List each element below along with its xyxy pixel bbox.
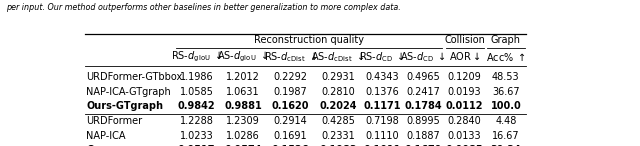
Text: 1.2309: 1.2309 bbox=[227, 116, 260, 126]
Text: 1.0585: 1.0585 bbox=[180, 87, 214, 97]
Text: Ours-GTgraph: Ours-GTgraph bbox=[86, 101, 163, 111]
Text: 16.67: 16.67 bbox=[492, 131, 520, 141]
Text: 0.2292: 0.2292 bbox=[273, 72, 307, 82]
Text: 0.1110: 0.1110 bbox=[365, 131, 399, 141]
Text: 0.1620: 0.1620 bbox=[271, 101, 309, 111]
Text: Collision: Collision bbox=[444, 35, 485, 45]
Text: AS-$d_\mathrm{gIoU}$ $\downarrow$: AS-$d_\mathrm{gIoU}$ $\downarrow$ bbox=[218, 50, 269, 64]
Text: 0.0112: 0.0112 bbox=[446, 101, 483, 111]
Text: 0.2024: 0.2024 bbox=[319, 101, 356, 111]
Text: 1.0631: 1.0631 bbox=[227, 87, 260, 97]
Text: 48.53: 48.53 bbox=[492, 72, 520, 82]
Text: 0.1679: 0.1679 bbox=[404, 145, 442, 146]
Text: 0.1376: 0.1376 bbox=[365, 87, 399, 97]
Text: URDFormer-GTbbox: URDFormer-GTbbox bbox=[86, 72, 182, 82]
Text: 0.7198: 0.7198 bbox=[365, 116, 399, 126]
Text: 0.1887: 0.1887 bbox=[406, 131, 440, 141]
Text: Acc% $\uparrow$: Acc% $\uparrow$ bbox=[486, 51, 525, 63]
Text: 0.1011: 0.1011 bbox=[364, 145, 401, 146]
Text: AOR$\downarrow$: AOR$\downarrow$ bbox=[449, 51, 480, 62]
Text: per input. Our method outperforms other baselines in better generalization to mo: per input. Our method outperforms other … bbox=[6, 3, 401, 12]
Text: 1.0286: 1.0286 bbox=[227, 131, 260, 141]
Text: RS-$d_\mathrm{cDist}$ $\downarrow$: RS-$d_\mathrm{cDist}$ $\downarrow$ bbox=[264, 50, 317, 64]
Text: 0.1209: 0.1209 bbox=[448, 72, 481, 82]
Text: 0.9881: 0.9881 bbox=[224, 101, 262, 111]
Text: AS-$d_\mathrm{cDist}$ $\downarrow$: AS-$d_\mathrm{cDist}$ $\downarrow$ bbox=[311, 50, 365, 64]
Text: 1.2012: 1.2012 bbox=[227, 72, 260, 82]
Text: 1.2288: 1.2288 bbox=[180, 116, 214, 126]
Text: 0.9574: 0.9574 bbox=[225, 145, 262, 146]
Text: 0.1171: 0.1171 bbox=[364, 101, 401, 111]
Text: NAP-ICA: NAP-ICA bbox=[86, 131, 126, 141]
Text: 0.4965: 0.4965 bbox=[406, 72, 440, 82]
Text: 100.0: 100.0 bbox=[490, 101, 521, 111]
Text: 0.9842: 0.9842 bbox=[178, 101, 216, 111]
Text: 39.34: 39.34 bbox=[490, 145, 521, 146]
Text: 0.2810: 0.2810 bbox=[321, 87, 355, 97]
Text: 36.67: 36.67 bbox=[492, 87, 520, 97]
Text: 4.48: 4.48 bbox=[495, 116, 516, 126]
Text: Reconstruction quality: Reconstruction quality bbox=[253, 35, 364, 45]
Text: 0.0085: 0.0085 bbox=[446, 145, 483, 146]
Text: NAP-ICA-GTgraph: NAP-ICA-GTgraph bbox=[86, 87, 171, 97]
Text: 0.2417: 0.2417 bbox=[406, 87, 440, 97]
Text: 0.9517: 0.9517 bbox=[178, 145, 215, 146]
Text: 0.2914: 0.2914 bbox=[273, 116, 307, 126]
Text: 0.2331: 0.2331 bbox=[321, 131, 355, 141]
Text: 1.1986: 1.1986 bbox=[180, 72, 213, 82]
Text: 0.2931: 0.2931 bbox=[321, 72, 355, 82]
Text: URDFormer: URDFormer bbox=[86, 116, 143, 126]
Text: 0.1526: 0.1526 bbox=[271, 145, 309, 146]
Text: 0.0193: 0.0193 bbox=[448, 87, 481, 97]
Text: 0.2840: 0.2840 bbox=[448, 116, 481, 126]
Text: 0.1691: 0.1691 bbox=[273, 131, 307, 141]
Text: 0.4343: 0.4343 bbox=[365, 72, 399, 82]
Text: RS-$d_\mathrm{CD}$ $\downarrow$: RS-$d_\mathrm{CD}$ $\downarrow$ bbox=[359, 50, 405, 64]
Text: 0.1784: 0.1784 bbox=[404, 101, 442, 111]
Text: RS-$d_\mathrm{gIoU}$ $\downarrow$: RS-$d_\mathrm{gIoU}$ $\downarrow$ bbox=[171, 50, 222, 64]
Text: AS-$d_\mathrm{CD}$ $\downarrow$: AS-$d_\mathrm{CD}$ $\downarrow$ bbox=[401, 50, 447, 64]
Text: 0.4285: 0.4285 bbox=[321, 116, 355, 126]
Text: 0.8995: 0.8995 bbox=[406, 116, 440, 126]
Text: 0.1987: 0.1987 bbox=[273, 87, 307, 97]
Text: Graph: Graph bbox=[491, 35, 521, 45]
Text: 0.1983: 0.1983 bbox=[319, 145, 356, 146]
Text: Ours: Ours bbox=[86, 145, 113, 146]
Text: 1.0233: 1.0233 bbox=[180, 131, 213, 141]
Text: 0.0133: 0.0133 bbox=[448, 131, 481, 141]
